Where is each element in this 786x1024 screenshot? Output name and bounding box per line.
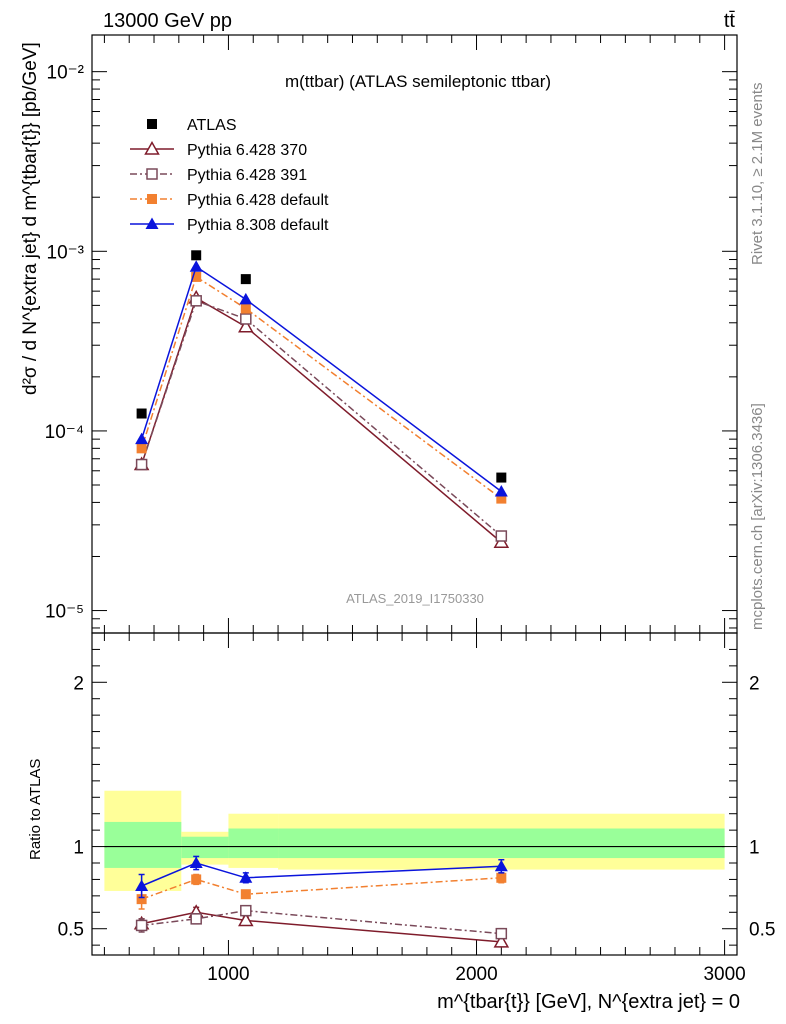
- main-point-0-0: [136, 408, 147, 419]
- main-y-axis-label: d²σ / d N^{extra jet} d m^{tbar{t}} [pb/…: [20, 42, 41, 395]
- ratio-tick-label-left-2: 2: [73, 673, 84, 694]
- main-line-3: [140, 275, 502, 500]
- data-series: [133, 250, 510, 948]
- ratio-point-3-0: [135, 879, 149, 891]
- legend: ATLAS Pythia 6.428 370 Pythia 6.428 391 Pyt…: [130, 117, 329, 234]
- main-point-2-3: [495, 530, 508, 542]
- energy-label: 13000 GeV pp: [103, 10, 232, 32]
- ratio-point-0-2: [238, 912, 254, 927]
- legend-entry-2: Pythia 6.428 391: [130, 167, 307, 184]
- ratio-band-inner-1: [181, 836, 229, 859]
- ratio-point-2-0: [136, 894, 147, 905]
- main-point-4-0: [135, 432, 149, 445]
- main-point-3-3: [496, 493, 507, 504]
- ratio-series-3: [135, 855, 508, 899]
- legend-entry-0: ATLAS: [147, 117, 237, 134]
- legend-marker-2: [146, 168, 158, 180]
- ratio-point-3-1: [189, 856, 203, 868]
- main-point-2-2: [240, 313, 252, 325]
- main-line-1: [140, 296, 502, 543]
- legend-entry-1: Pythia 6.428 370: [130, 140, 307, 159]
- ratio-tick-label-right-0: 0.5: [749, 920, 775, 941]
- ratio-point-1-1: [190, 913, 202, 925]
- legend-marker-1: [144, 140, 160, 155]
- legend-label-2: Pythia 6.428 391: [187, 167, 307, 184]
- main-point-3-1: [191, 271, 202, 282]
- y-tick-label-1: 10⁻⁴: [45, 422, 84, 443]
- ratio-point-1-2: [240, 904, 252, 917]
- main-point-1-2: [238, 318, 254, 333]
- y-tick-label-2: 10⁻³: [47, 242, 85, 263]
- main-point-4-3: [494, 485, 508, 497]
- mcplots-label: mcplots.cern.ch [arXiv:1306.3436]: [749, 403, 766, 630]
- legend-marker-3: [147, 194, 157, 204]
- process-label: tt̄: [724, 10, 736, 32]
- ratio-point-1-0: [135, 919, 148, 932]
- legend-label-3: Pythia 6.428 default: [187, 192, 329, 209]
- main-point-0-1: [191, 250, 202, 261]
- ratio-point-1-3: [495, 927, 508, 940]
- ratio-point-0-3: [493, 933, 510, 948]
- axes: 1000 2000 3000 10⁻⁵ 10⁻⁴ 10⁻³ 10⁻² 0.5 0.5 1 1 2 2: [45, 34, 775, 985]
- main-point-0-3: [496, 472, 507, 483]
- ratio-point-3-2: [239, 871, 253, 883]
- ratio-tick-label-right-1: 1: [749, 838, 760, 859]
- ratio-line-0: [141, 911, 502, 943]
- ratio-line-1: [141, 909, 502, 935]
- ratio-point-2-3: [496, 872, 507, 883]
- main-point-4-2: [239, 292, 253, 305]
- ratio-band-inner-2: [228, 828, 279, 859]
- legend-marker-4: [145, 217, 159, 229]
- main-point-0-2: [240, 274, 251, 285]
- ratio-tick-label-left-0: 0.5: [58, 920, 84, 941]
- main-plot-title: m(ttbar) (ATLAS semileptonic ttbar): [285, 72, 551, 91]
- x-tick-label-3000: 3000: [703, 964, 745, 985]
- legend-label-1: Pythia 6.428 370: [187, 142, 307, 159]
- ratio-tick-label-right-2: 2: [749, 673, 760, 694]
- main-line-4: [140, 265, 502, 493]
- ratio-series-2: [136, 872, 507, 910]
- ratio-band-inner-3: [278, 828, 725, 859]
- ratio-point-3-3: [494, 859, 508, 872]
- main-series-1: [133, 289, 510, 549]
- main-point-2-0: [135, 458, 148, 471]
- main-series-3: [136, 271, 507, 504]
- ratio-line-3: [141, 862, 502, 887]
- main-line-2: [140, 299, 502, 537]
- legend-label-0: ATLAS: [187, 117, 237, 134]
- ratio-point-2-1: [191, 874, 202, 885]
- y-tick-label-3: 10⁻²: [47, 63, 85, 84]
- legend-entry-4: Pythia 8.308 default: [130, 217, 329, 234]
- ratio-series-1: [135, 904, 508, 940]
- main-series-0: [136, 250, 507, 483]
- ratio-plot-frame: [91, 632, 738, 956]
- rivet-version-label: Rivet 3.1.10, ≥ 2.1M events: [749, 83, 766, 266]
- ratio-point-2-2: [240, 889, 251, 900]
- analysis-watermark: ATLAS_2019_I1750330: [346, 591, 484, 606]
- main-series-2: [135, 295, 508, 542]
- ratio-bands: [104, 790, 725, 891]
- main-series-4: [135, 260, 508, 497]
- ratio-tick-label-left-1: 1: [73, 838, 84, 859]
- legend-marker-0: [147, 119, 157, 129]
- ratio-series-0: [133, 904, 510, 948]
- x-tick-label-1000: 1000: [207, 964, 249, 985]
- legend-entry-3: Pythia 6.428 default: [130, 192, 329, 209]
- main-point-3-2: [240, 303, 251, 314]
- y-tick-label-0: 10⁻⁵: [45, 602, 84, 623]
- x-axis-label: m^{tbar{t}} [GeV], N^{extra jet} = 0: [437, 991, 740, 1013]
- main-point-2-1: [190, 295, 202, 307]
- ratio-y-axis-label: Ratio to ATLAS: [27, 759, 44, 860]
- main-point-3-0: [136, 443, 147, 454]
- x-tick-label-2000: 2000: [455, 964, 497, 985]
- ratio-band-inner-0: [104, 821, 182, 868]
- legend-label-4: Pythia 8.308 default: [187, 217, 329, 234]
- main-point-4-1: [189, 260, 203, 272]
